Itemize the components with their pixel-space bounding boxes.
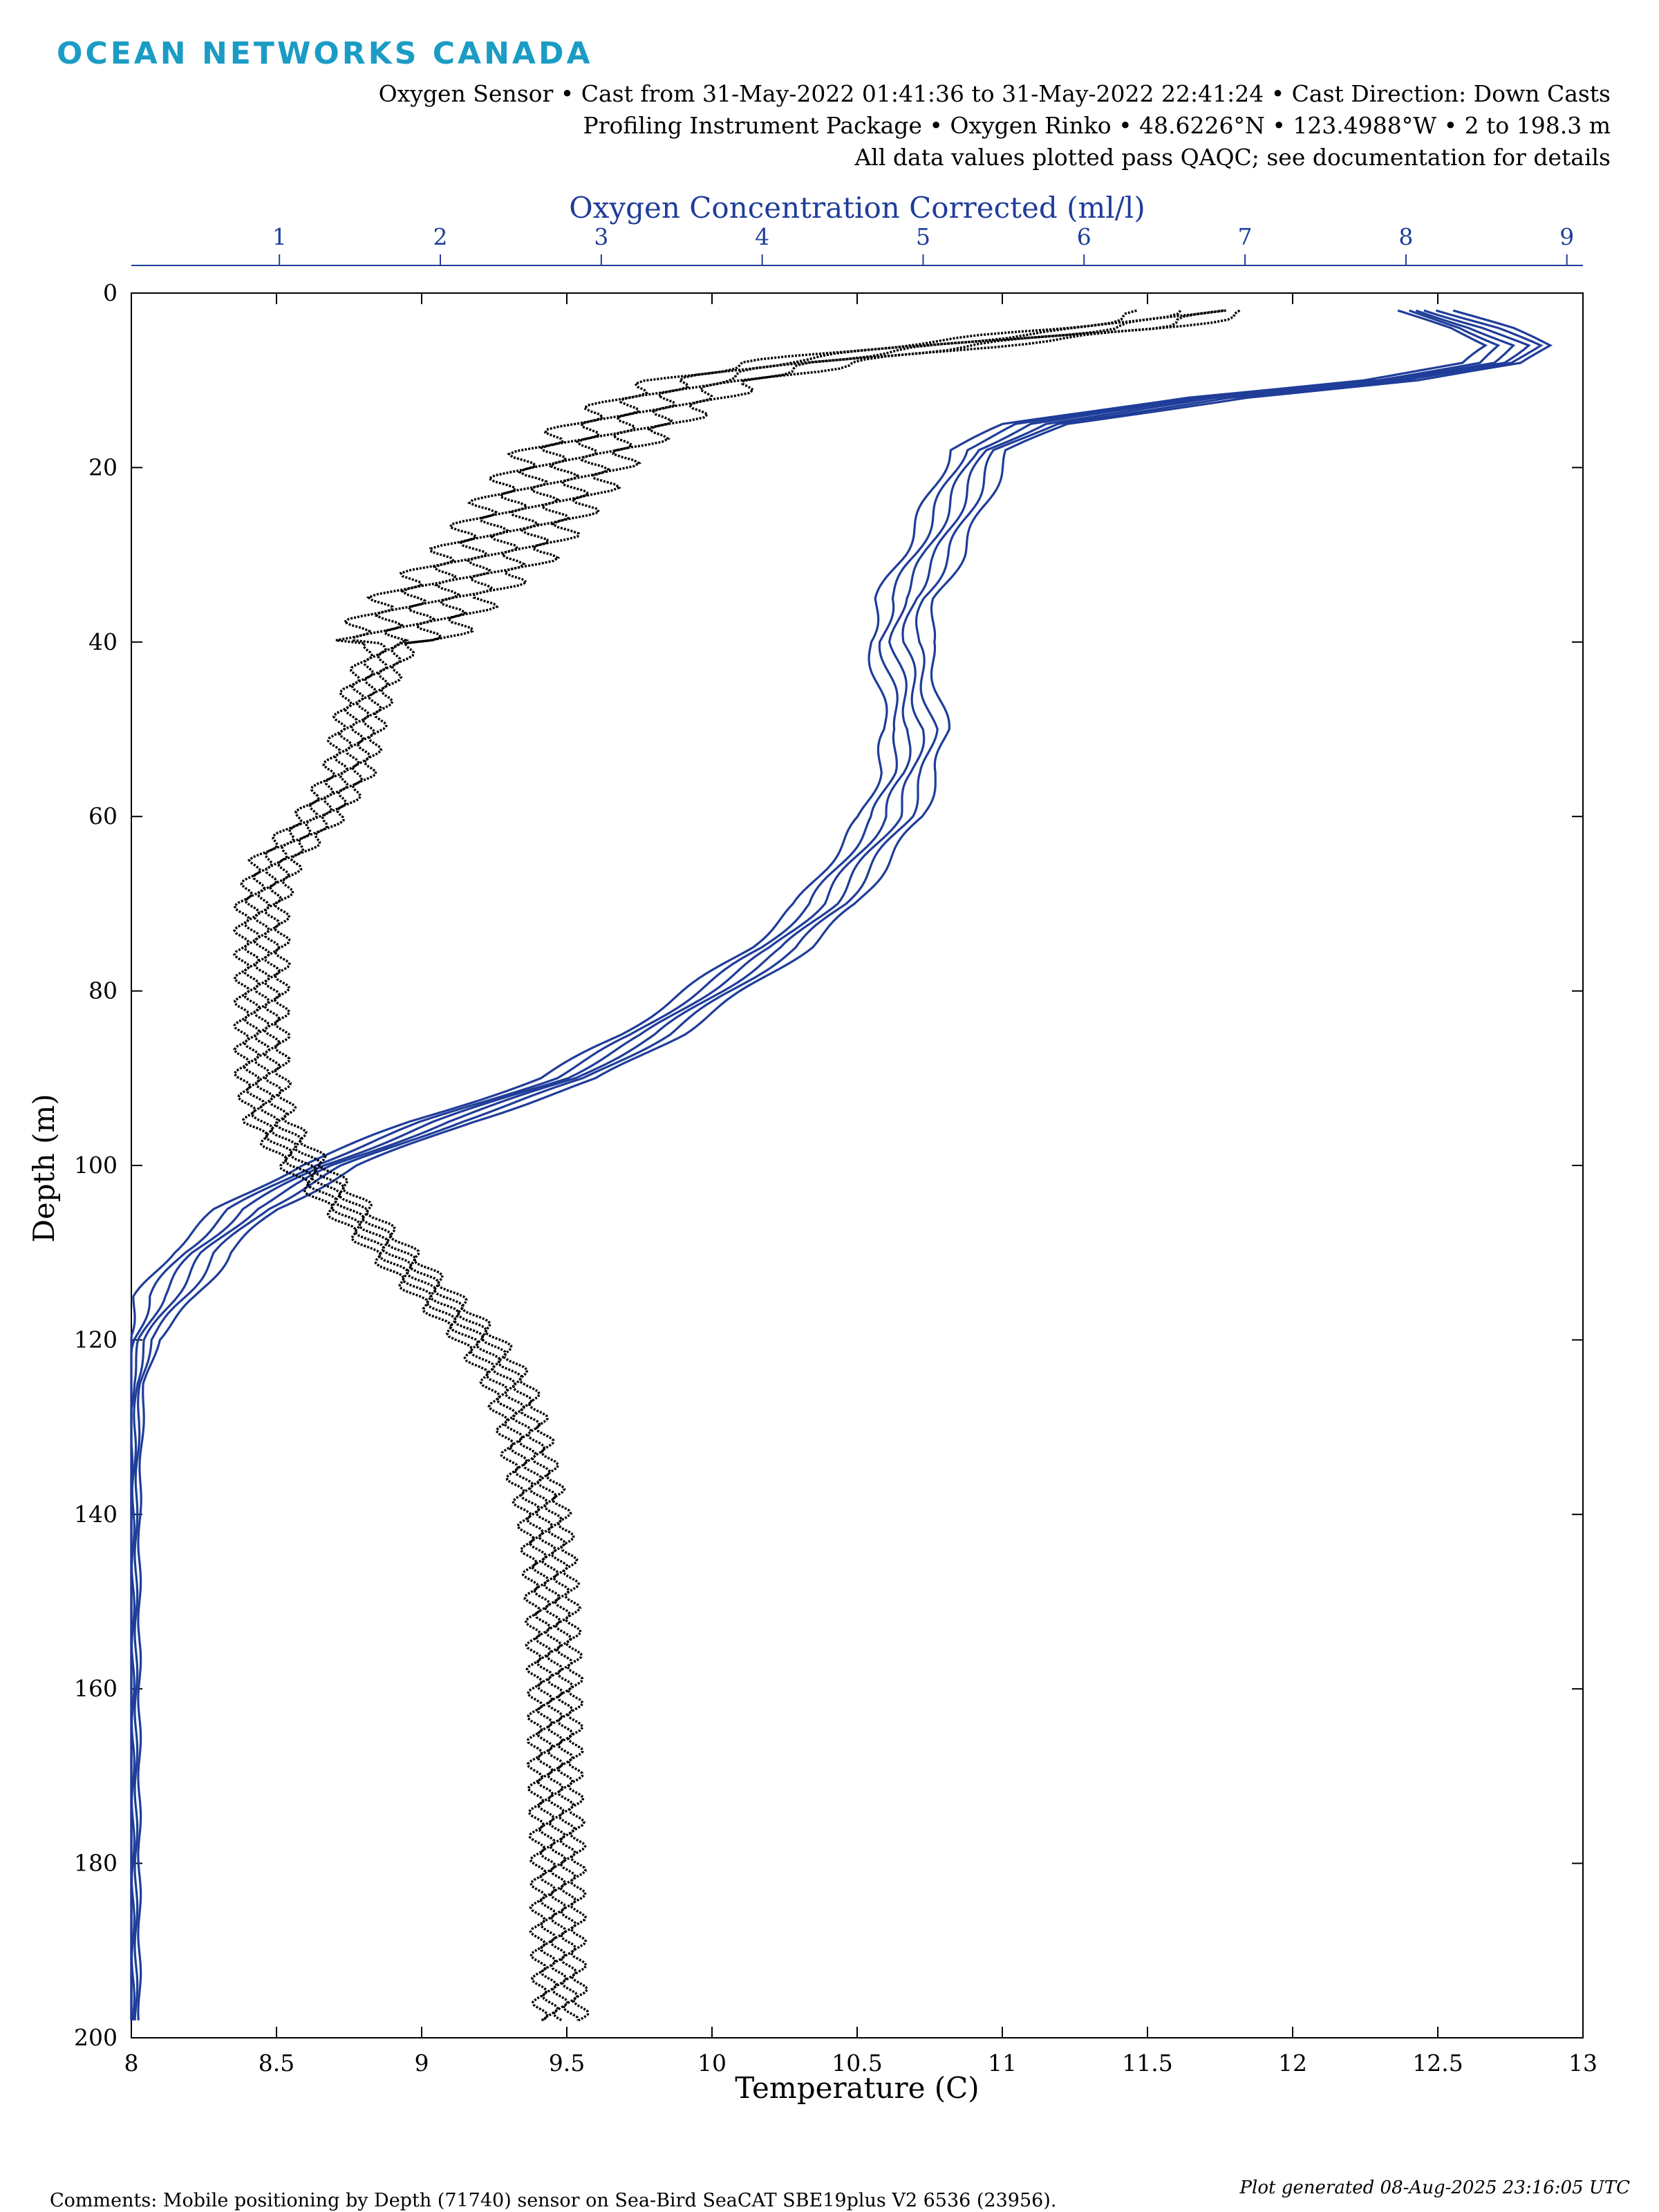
y-axis-title: Depth (m): [27, 1094, 61, 1242]
x2-tick-label: 8: [1398, 223, 1413, 250]
temperature-cast-line: [263, 309, 1226, 2021]
x2-tick-label: 1: [272, 223, 287, 250]
x-tick-label: 11: [988, 2050, 1017, 2077]
y-tick-label: 60: [88, 803, 118, 830]
y-tick-label: 180: [74, 1850, 118, 1877]
y-tick-label: 100: [74, 1152, 118, 1179]
oxygen-cast-line: [137, 309, 1553, 2021]
x-tick-label: 8: [124, 2050, 139, 2077]
x-tick-label: 12: [1278, 2050, 1307, 2077]
x2-tick-label: 2: [433, 223, 448, 250]
plot-generated-timestamp: Plot generated 08-Aug-2025 23:16:05 UTC: [1239, 2177, 1630, 2198]
oxygen-axis: 1 2 3 4 5 6 7 8 9: [272, 223, 1574, 265]
x-tick-label: 10: [697, 2050, 727, 2077]
x-axis-title: Temperature (C): [735, 2071, 979, 2105]
x2-axis-title: Oxygen Concentration Corrected (ml/l): [569, 191, 1145, 225]
y-tick-label: 140: [74, 1501, 118, 1528]
y-tick-label: 120: [74, 1326, 118, 1353]
oxygen-cast-line: [130, 309, 1488, 2021]
x2-tick-label: 5: [916, 223, 930, 250]
x2-tick-label: 4: [755, 223, 769, 250]
y-tick-label: 20: [88, 453, 118, 480]
temperature-cast-line: [273, 309, 1241, 2022]
x-tick-label: 8.5: [259, 2050, 294, 2077]
temperature-cast-line: [243, 310, 1182, 2021]
depth-axis: 0 20 40 60 80 100 120 140 160 180 200: [74, 279, 1583, 2051]
y-tick-label: 80: [88, 977, 118, 1004]
header-line-3: All data values plotted pass QAQC; see d…: [854, 144, 1611, 171]
x-tick-label: 9.5: [549, 2050, 585, 2077]
x-tick-label: 13: [1568, 2050, 1597, 2077]
x-tick-label: 11.5: [1122, 2050, 1172, 2077]
x2-tick-label: 3: [594, 223, 608, 250]
x2-tick-label: 6: [1077, 223, 1091, 250]
header-line-2: Profiling Instrument Package • Oxygen Ri…: [583, 112, 1611, 139]
ocean-networks-canada-logo: OCEAN NETWORKS CANADA: [57, 36, 593, 71]
temperature-axis: 8 8.5 9 9.5 10 10.5 11 11.5 12 12.5 13: [124, 293, 1597, 2077]
temperature-cast-line: [232, 309, 1137, 2022]
oxygen-cast-line: [130, 309, 1501, 2021]
oxygen-cast-line: [133, 309, 1544, 2021]
y-tick-label: 160: [74, 1675, 118, 1702]
x-tick-label: 10.5: [832, 2050, 882, 2077]
y-tick-label: 200: [74, 2024, 118, 2051]
y-tick-label: 0: [103, 279, 118, 306]
x-tick-label: 12.5: [1412, 2050, 1463, 2077]
footer-comments: Comments: Mobile positioning by Depth (7…: [50, 2190, 1057, 2211]
series-layer: [130, 309, 1553, 2022]
oxygen-cast-line: [130, 309, 1531, 2021]
y-tick-label: 40: [88, 628, 118, 655]
header-line-1: Oxygen Sensor • Cast from 31-May-2022 01…: [378, 80, 1611, 107]
x-tick-label: 9: [415, 2050, 429, 2077]
x2-tick-label: 7: [1238, 223, 1253, 250]
temperature-cast-line: [253, 309, 1224, 2022]
plot-border: [131, 292, 1584, 2038]
x2-tick-label: 9: [1559, 223, 1574, 250]
